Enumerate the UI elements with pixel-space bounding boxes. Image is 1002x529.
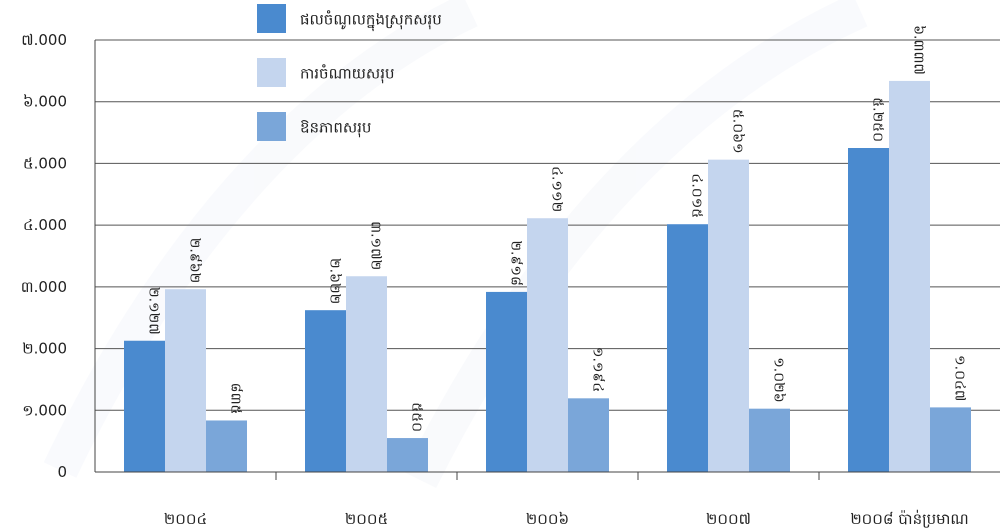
y-tick-label: ៧.000 xyxy=(21,31,67,49)
y-tick-label: ៥.000 xyxy=(23,154,67,172)
data-label: ២.៩១៨ xyxy=(508,240,524,286)
bar xyxy=(667,224,708,472)
bar xyxy=(848,148,889,472)
y-tick-label: ១.000 xyxy=(22,401,67,419)
data-label: ២.៦២២ xyxy=(327,258,343,304)
data-label: ១.១៩៤ xyxy=(590,347,606,392)
data-label: ៥.០៦១ xyxy=(730,109,746,154)
bars xyxy=(124,80,971,473)
data-label: ៦.៣៣៧ xyxy=(911,25,927,75)
y-tick-label: ២.000 xyxy=(22,340,67,358)
data-label: ៥.២៥០ xyxy=(870,97,886,142)
data-label: ៤.០១៥ xyxy=(689,173,705,218)
legend-swatch xyxy=(257,112,286,141)
x-tick-label: ២០០៤ xyxy=(164,510,207,528)
bar xyxy=(749,408,790,472)
x-tick-label: ២០០៦ xyxy=(526,510,569,528)
legend-swatch xyxy=(257,58,286,87)
y-tick-label: ៦.000 xyxy=(23,93,67,111)
data-label: ២.៩៦២ xyxy=(187,238,203,283)
bar xyxy=(124,340,165,472)
y-tick-label: 0 xyxy=(57,463,67,481)
legend-label: ផលចំណូលក្នុងស្រុកសរុប xyxy=(300,10,442,32)
y-tick-label: ៤.000 xyxy=(23,216,67,234)
y-tick-label: ៣.000 xyxy=(21,278,67,296)
bar xyxy=(305,310,346,472)
data-label: ៨៣៥ xyxy=(228,383,244,415)
legend-swatch xyxy=(257,4,286,33)
x-tick-label: ២០០៧ xyxy=(706,510,751,528)
bar xyxy=(206,420,247,472)
data-label: ២.១២៧ xyxy=(146,287,162,335)
data-label: ៤.១១២ xyxy=(549,166,565,212)
bar xyxy=(930,407,971,472)
bar xyxy=(568,398,609,472)
bar xyxy=(527,218,568,472)
bar xyxy=(708,159,749,472)
x-tick-label: ២០០៥ xyxy=(345,510,388,528)
x-tick-label: ២០០៨ ប៉ាន់ប្រមាណ xyxy=(850,509,968,528)
axes: 0 ១.000 ២.000 ៣.000 ៤.000 ៥.000 ៦.000 ៧.000 ២០០៤… xyxy=(21,31,1000,528)
bar xyxy=(346,276,387,472)
data-label: ៣.១៧២ xyxy=(368,221,384,270)
bar xyxy=(486,291,527,472)
bar xyxy=(387,438,428,472)
data-label: ១.០២៦ xyxy=(771,357,787,402)
legend: ផលចំណូលក្នុងស្រុកសរុបការចំណាយសរុបឱនភាពសរ… xyxy=(257,4,442,141)
data-label: ១.០៤៧ xyxy=(952,355,968,401)
watermark xyxy=(43,0,868,489)
legend-label: ឱនភាពសរុប xyxy=(300,119,371,138)
bar xyxy=(165,289,206,472)
bar xyxy=(889,80,930,473)
data-label: ៥៥០ xyxy=(409,402,425,432)
legend-label: ការចំណាយសរុប xyxy=(300,64,394,84)
